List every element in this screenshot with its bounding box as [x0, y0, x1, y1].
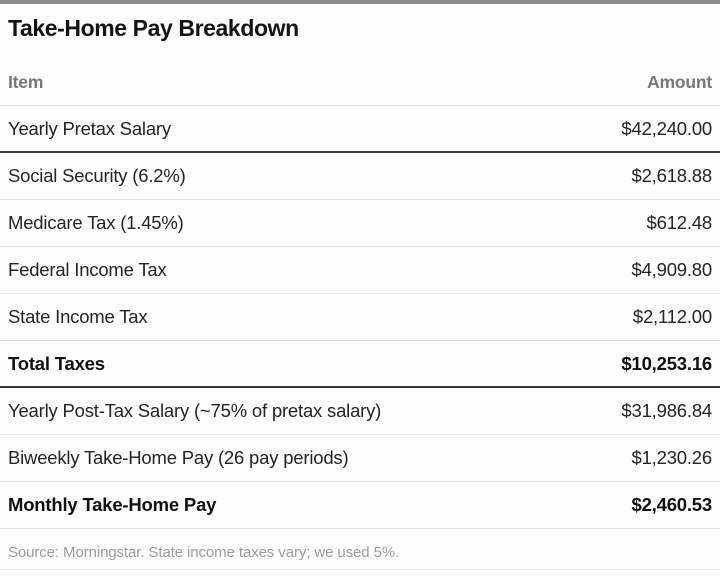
row-amount-value: $1,230.26	[631, 447, 712, 468]
row-item-label: Medicare Tax (1.45%)	[8, 212, 184, 233]
source-block: Source: Morningstar. State income taxes …	[0, 529, 720, 561]
table-row: Federal Income Tax $4,909.80	[0, 247, 720, 294]
source-attribution: Source: Morningstar. State income taxes …	[8, 544, 400, 561]
column-header-item: Item	[8, 72, 44, 92]
row-item-label: Monthly Take-Home Pay	[8, 494, 217, 515]
row-amount-value: $10,253.16	[621, 352, 712, 374]
table-row: Social Security (6.2%) $2,618.88	[0, 153, 720, 200]
table-row: Yearly Pretax Salary $42,240.00	[0, 106, 720, 153]
row-item-label: Social Security (6.2%)	[8, 165, 186, 186]
bottom-rule	[0, 569, 720, 570]
table-row-monthly-take-home: Monthly Take-Home Pay $2,460.53	[0, 482, 720, 529]
row-item-label: Biweekly Take-Home Pay (26 pay periods)	[8, 447, 349, 468]
table-row: Biweekly Take-Home Pay (26 pay periods) …	[0, 435, 720, 482]
row-item-label: Federal Income Tax	[8, 259, 167, 280]
column-header-amount: Amount	[647, 72, 712, 92]
row-item-label: Yearly Pretax Salary	[8, 117, 171, 139]
row-amount-value: $42,240.00	[621, 117, 712, 139]
row-amount-value: $612.48	[646, 212, 713, 233]
row-amount-value: $2,460.53	[631, 494, 712, 515]
table-row: State Income Tax $2,112.00	[0, 294, 720, 341]
row-item-label: Total Taxes	[8, 352, 105, 374]
row-amount-value: $2,112.00	[632, 306, 712, 327]
row-item-label: Yearly Post-Tax Salary (~75% of pretax s…	[8, 400, 382, 421]
table-header-row: Item Amount	[0, 60, 720, 106]
table-row-total-taxes: Total Taxes $10,253.16	[0, 341, 720, 388]
page-title: Take-Home Pay Breakdown	[8, 15, 299, 41]
table-row: Yearly Post-Tax Salary (~75% of pretax s…	[0, 388, 720, 435]
title-block: Take-Home Pay Breakdown	[0, 4, 720, 60]
row-amount-value: $4,909.80	[631, 259, 712, 280]
row-amount-value: $2,618.88	[631, 165, 712, 186]
top-rule-bar	[0, 0, 720, 4]
row-item-label: State Income Tax	[8, 306, 148, 327]
table-row: Medicare Tax (1.45%) $612.48	[0, 200, 720, 247]
row-amount-value: $31,986.84	[621, 400, 712, 421]
